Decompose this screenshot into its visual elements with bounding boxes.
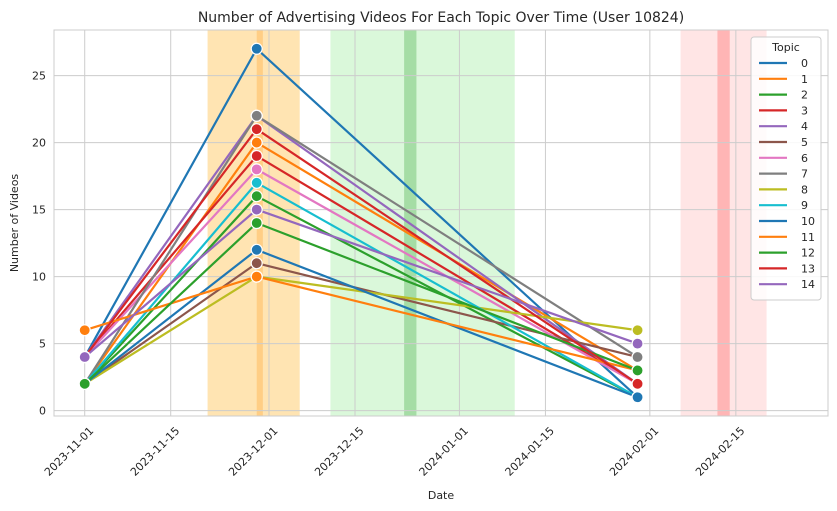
y-tick-label: 0 <box>39 405 46 418</box>
x-tick-label: 2023-11-01 <box>42 424 96 478</box>
plot-background <box>54 30 828 416</box>
shaded-regions <box>207 30 767 416</box>
legend-label: 4 <box>801 120 808 133</box>
x-axis-ticks: 2023-11-01 2023-11-15 2023-12-01 2023-12-15… <box>42 424 748 478</box>
data-point-5 <box>250 257 263 270</box>
data-point-6 <box>250 163 263 176</box>
data-point-11 <box>250 270 263 283</box>
legend-label: 8 <box>801 183 808 196</box>
data-point-3 <box>250 149 263 163</box>
legend-item-9: 9 <box>759 199 808 212</box>
x-tick-label: 2024-01-15 <box>503 424 557 478</box>
legend-item-13: 13 <box>759 262 815 275</box>
legend-label: 5 <box>801 136 808 149</box>
x-tick-label: 2023-12-15 <box>312 424 366 478</box>
data-point-7 <box>631 350 644 364</box>
data-point-13 <box>250 123 263 136</box>
data-point-12 <box>631 364 644 377</box>
legend-item-8: 8 <box>759 183 808 196</box>
data-point-10 <box>631 391 644 404</box>
data-point-14 <box>78 350 91 364</box>
series-points <box>78 42 644 404</box>
legend-item-14: 14 <box>759 278 815 291</box>
data-point-10 <box>250 243 263 256</box>
x-tick-label: 2024-02-01 <box>607 424 661 478</box>
y-tick-label: 10 <box>32 271 46 284</box>
data-point-12 <box>78 377 91 390</box>
x-tick-label: 2024-02-15 <box>693 424 747 478</box>
legend-label: 6 <box>801 152 808 165</box>
legend-item-6: 6 <box>759 152 808 165</box>
legend-item-10: 10 <box>759 215 815 228</box>
legend-label: 12 <box>801 247 815 260</box>
legend-label: 10 <box>801 215 815 228</box>
legend-label: 13 <box>801 262 815 275</box>
legend-item-3: 3 <box>759 104 808 117</box>
x-axis-label: Date <box>428 489 455 502</box>
y-axis-ticks: 0 5 10 15 20 25 <box>32 70 46 418</box>
legend-item-5: 5 <box>759 136 808 149</box>
legend-item-7: 7 <box>759 168 808 181</box>
data-point-12 <box>250 216 263 230</box>
plot-frame <box>53 29 829 417</box>
legend-label: 9 <box>801 199 808 212</box>
x-tick-label: 2024-01-01 <box>417 424 471 478</box>
legend-label: 14 <box>801 278 815 291</box>
data-point-13 <box>631 377 644 390</box>
shaded-region-2 <box>330 30 515 416</box>
data-point-0 <box>250 42 263 55</box>
x-tick-label: 2023-11-15 <box>128 424 182 478</box>
data-point-11 <box>78 324 91 337</box>
legend-item-0: 0 <box>759 57 808 70</box>
x-tick-label: 2023-12-01 <box>226 424 280 478</box>
legend-item-2: 2 <box>759 89 808 102</box>
legend-label: 3 <box>801 104 808 117</box>
data-point-14 <box>250 203 263 216</box>
legend-item-4: 4 <box>759 120 808 133</box>
legend-item-1: 1 <box>759 73 808 86</box>
data-point-14 <box>631 337 644 350</box>
chart-title: Number of Advertising Videos For Each To… <box>198 10 684 26</box>
y-tick-label: 5 <box>39 338 46 351</box>
grid-lines <box>53 29 829 417</box>
data-point-1 <box>250 136 263 149</box>
y-tick-label: 15 <box>32 204 46 217</box>
legend-label: 1 <box>801 73 808 86</box>
data-point-8 <box>631 324 644 337</box>
y-tick-label: 25 <box>32 70 46 83</box>
y-tick-label: 20 <box>32 137 46 150</box>
legend-label: 11 <box>801 231 815 244</box>
data-point-7 <box>250 109 263 122</box>
legend-label: 0 <box>801 57 808 70</box>
legend-box <box>750 36 822 301</box>
data-point-2 <box>250 190 263 203</box>
y-axis-label: Number of Videos <box>8 174 21 273</box>
shaded-region-5 <box>717 30 730 416</box>
plot-area <box>54 30 828 416</box>
legend-item-12: 12 <box>759 247 815 260</box>
legend-label: 2 <box>801 89 808 102</box>
legend-item-11: 11 <box>759 231 815 244</box>
data-point-9 <box>250 176 263 189</box>
legend-label: 7 <box>801 168 808 181</box>
legend-title: Topic <box>771 41 800 54</box>
